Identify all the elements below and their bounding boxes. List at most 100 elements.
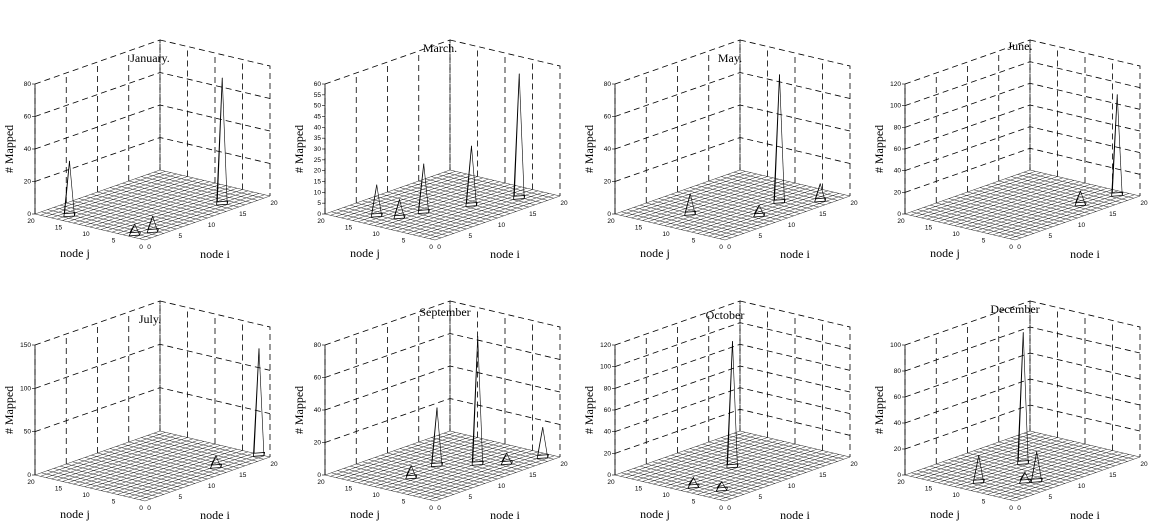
x-tick-label: 0 <box>437 244 441 251</box>
mesh-line <box>625 172 752 217</box>
mesh-line <box>393 450 504 478</box>
panel-title: January. <box>130 51 170 65</box>
mesh-line <box>379 182 506 228</box>
peak-edge <box>376 184 382 217</box>
mesh-line <box>116 185 227 212</box>
x-tick-label: 10 <box>788 483 796 490</box>
z-tick-label: 40 <box>314 407 322 414</box>
z-tick-label: 20 <box>24 179 32 186</box>
z-tick-label: 80 <box>314 342 322 349</box>
x-axis-label: node i <box>780 247 810 261</box>
z-grid-line <box>324 333 561 378</box>
peak-edge <box>134 224 140 236</box>
mesh-line <box>431 437 542 464</box>
z-grid-line <box>614 408 851 454</box>
mesh-line <box>937 438 1064 484</box>
z-grid-line <box>34 387 271 433</box>
z-tick-label: 60 <box>604 407 612 414</box>
mesh-line <box>153 171 264 199</box>
x-tick-label: 5 <box>468 233 472 240</box>
mesh-line <box>116 446 227 473</box>
mesh-line <box>128 441 239 469</box>
z-axis-label: # Mapped <box>582 386 596 434</box>
mesh-line <box>689 448 801 475</box>
mesh-line <box>959 182 1086 228</box>
z-tick-label: 40 <box>314 124 322 131</box>
mesh-line <box>379 443 506 489</box>
mesh-line <box>948 180 1075 225</box>
x-tick-label: 10 <box>788 222 796 229</box>
mesh-line <box>954 442 1080 487</box>
y-tick-label: 5 <box>112 238 116 245</box>
mesh-line <box>147 174 258 201</box>
mesh-line <box>84 181 210 226</box>
z-grid-line <box>34 72 271 117</box>
peak-edge <box>721 481 727 491</box>
z-grid-line <box>614 343 851 389</box>
y-tick-label: 5 <box>692 499 696 506</box>
mesh-line <box>89 182 216 228</box>
mesh-line <box>998 180 1109 208</box>
peak-spike <box>513 73 526 200</box>
mesh-line <box>335 433 462 478</box>
mesh-line <box>341 173 467 219</box>
y-tick-label: 10 <box>372 231 380 238</box>
y-tick-label: 0 <box>1009 244 1013 251</box>
mesh-line <box>721 437 832 464</box>
x-tick-label: 15 <box>819 472 827 479</box>
z-tick-label: 100 <box>890 103 901 110</box>
mesh-line <box>443 432 554 460</box>
x-tick-label: 15 <box>239 211 247 218</box>
peak-edge <box>436 407 443 466</box>
mesh-line <box>926 435 1053 481</box>
z-tick-label: 40 <box>24 146 32 153</box>
mesh-line <box>642 437 768 482</box>
y-tick-label: 0 <box>429 505 433 512</box>
mesh-line <box>904 169 1031 215</box>
z-tick-label: 80 <box>894 124 902 131</box>
z-tick-label: 20 <box>894 189 902 196</box>
mesh-line <box>664 181 790 226</box>
x-tick-label: 5 <box>1048 494 1052 501</box>
mesh-line <box>1017 174 1128 201</box>
mesh-line <box>40 171 166 216</box>
mesh-line <box>658 441 785 486</box>
y-tick-label: 5 <box>402 238 406 245</box>
mesh-line <box>636 435 763 481</box>
z-tick-label: 60 <box>314 375 322 382</box>
axes-box: 0 20 40 60 80 100 120 <box>890 39 1141 218</box>
peak-edge <box>518 73 525 199</box>
z-tick-label: 15 <box>314 179 322 186</box>
y-tick-label: 15 <box>925 225 933 232</box>
axes-box: 0 20 40 60 80 <box>314 300 561 479</box>
z-tick-label: 120 <box>600 342 611 349</box>
side-wall-frame <box>1029 300 1141 457</box>
mesh-line <box>631 434 757 480</box>
peak-edge <box>69 161 75 216</box>
x-tick-label: 15 <box>529 472 537 479</box>
x-axis-label: node i <box>1070 508 1100 522</box>
mesh-line <box>647 177 774 223</box>
y-axis-label: node j <box>640 507 670 521</box>
z-tick-label: 55 <box>314 92 322 99</box>
z-axis-label: # Mapped <box>872 125 886 173</box>
mesh-line <box>937 177 1064 223</box>
mesh-line <box>45 172 172 217</box>
y-tick-label: 15 <box>345 225 353 232</box>
mesh-line <box>330 171 456 216</box>
axes-box: 0 20 40 60 80 100 <box>890 300 1141 479</box>
mesh-line <box>122 182 233 210</box>
mesh-line <box>954 181 1080 226</box>
y-tick-label: 0 <box>139 244 143 251</box>
mesh-line <box>406 185 517 212</box>
z-tick-label: 60 <box>24 114 32 121</box>
mesh-line <box>424 178 536 206</box>
z-grid-line <box>904 104 1141 150</box>
peak-edge <box>779 74 785 203</box>
y-tick-label: 20 <box>897 479 905 486</box>
z-tick-label: 40 <box>604 146 612 153</box>
mesh-line <box>721 176 832 203</box>
peak-spike <box>1074 190 1087 207</box>
